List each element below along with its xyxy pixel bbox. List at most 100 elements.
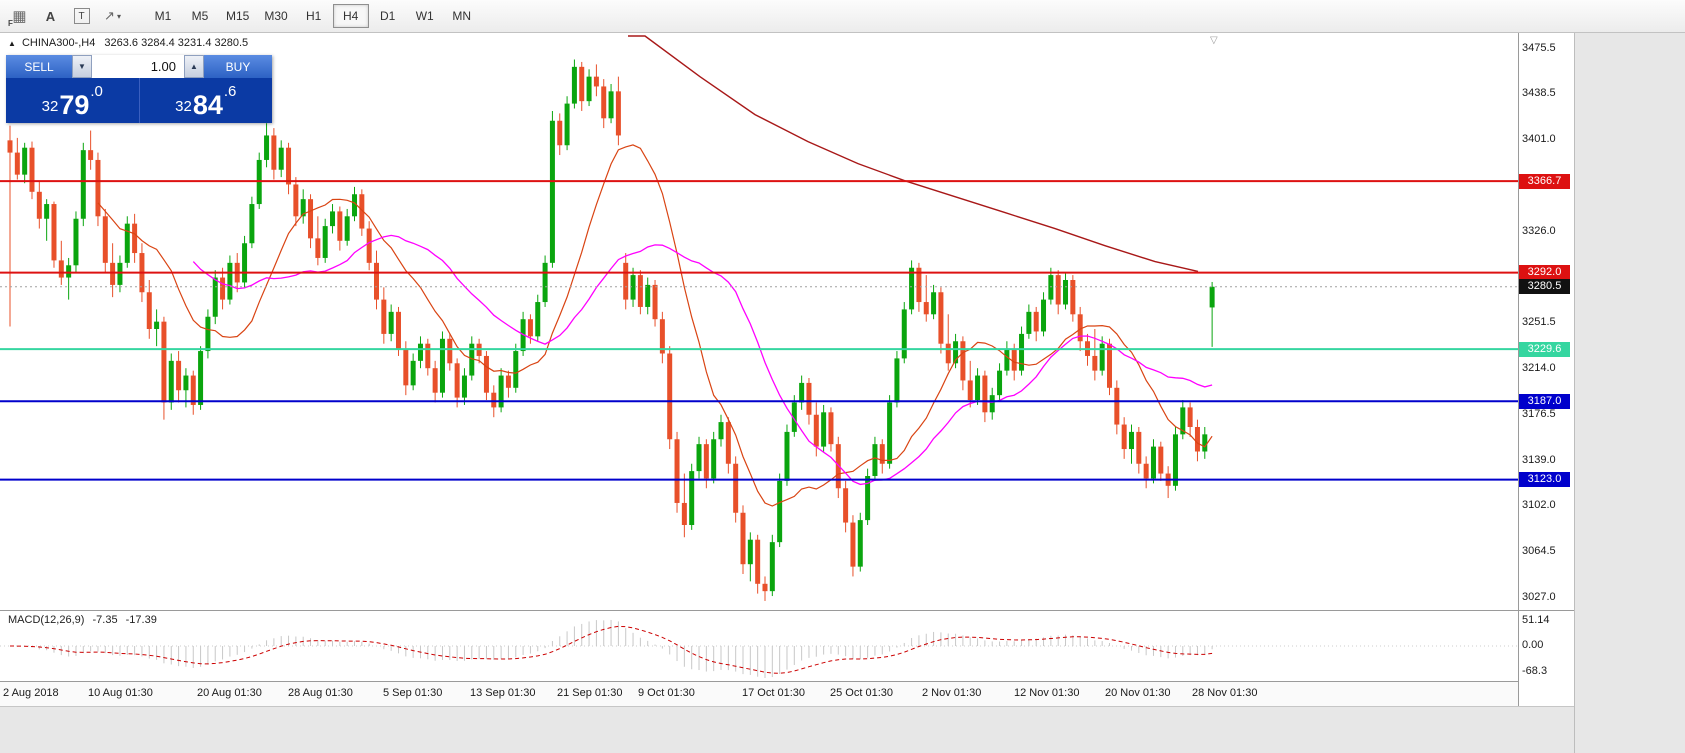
symbol-collapse-icon[interactable]: ▲ <box>8 39 16 48</box>
sell-button[interactable]: SELL <box>6 55 72 78</box>
buy-price-prefix: 32 <box>175 98 192 115</box>
candle <box>1114 387 1120 425</box>
candle <box>1092 355 1098 371</box>
price-axis-tick: 3214.0 <box>1522 362 1556 375</box>
buy-price-big-digits: 84 <box>192 90 223 120</box>
candle <box>483 355 489 393</box>
price-chart-canvas[interactable] <box>0 0 1518 753</box>
price-axis-tick: 3102.0 <box>1522 499 1556 512</box>
candle <box>29 147 35 192</box>
candle <box>637 275 643 307</box>
time-axis-label: 9 Oct 01:30 <box>638 687 695 699</box>
chart-grid-tool-button[interactable]: ▦ F <box>5 3 34 29</box>
text-label-tool-button[interactable]: T <box>67 3 96 29</box>
candle <box>198 351 204 405</box>
volume-down-button[interactable]: ▼ <box>72 55 92 78</box>
time-axis-label: 21 Sep 01:30 <box>557 687 623 699</box>
candle <box>95 159 101 217</box>
candle <box>901 309 907 359</box>
candle <box>344 216 350 241</box>
candle <box>579 66 585 102</box>
candle <box>909 267 915 310</box>
candle <box>652 284 658 320</box>
macd-layer <box>0 619 1518 678</box>
candle <box>1019 333 1025 371</box>
candle <box>88 150 94 160</box>
buy-price-display[interactable]: 32 84 .6 <box>139 78 272 123</box>
chart-shift-marker[interactable]: ▽ <box>1210 35 1218 46</box>
candle <box>931 292 937 315</box>
candle <box>1026 311 1032 334</box>
candle <box>352 194 358 217</box>
timeframe-button-m15[interactable]: M15 <box>226 9 250 23</box>
grid-icon: ▦ <box>12 8 27 25</box>
time-axis-strip[interactable] <box>0 681 1518 706</box>
candle <box>850 522 856 567</box>
candle <box>359 194 365 229</box>
candle <box>403 348 409 386</box>
macd-panel-separator[interactable] <box>0 610 1574 611</box>
candle <box>1194 427 1200 452</box>
candle <box>205 316 211 352</box>
candle <box>132 223 138 254</box>
candle <box>659 319 665 354</box>
timeframe-button-m5[interactable]: M5 <box>191 9 209 23</box>
candle <box>711 439 717 479</box>
shapes-tool-dropdown-button[interactable]: ↗ ▾ <box>98 3 127 29</box>
candle <box>300 199 306 217</box>
candle <box>1055 275 1061 305</box>
candle <box>293 184 299 217</box>
time-axis-label: 20 Aug 01:30 <box>197 687 262 699</box>
candle <box>557 120 563 146</box>
timeframe-button-mn[interactable]: MN <box>452 9 472 23</box>
candle <box>110 262 116 285</box>
candle <box>154 321 160 329</box>
candle <box>286 147 292 185</box>
candle <box>461 375 467 398</box>
candle <box>762 583 768 592</box>
price-axis-tick: 3139.0 <box>1522 454 1556 467</box>
candle <box>997 370 1003 396</box>
candle <box>1143 463 1149 479</box>
candle <box>601 86 607 119</box>
timeframe-button-h4[interactable]: H4 <box>332 4 369 28</box>
candle <box>747 539 753 565</box>
price-axis-pane[interactable] <box>1518 33 1574 706</box>
candle <box>879 444 885 464</box>
time-axis-label: 28 Aug 01:30 <box>288 687 353 699</box>
timeframe-button-w1[interactable]: W1 <box>415 9 434 23</box>
candle <box>439 338 445 393</box>
buy-button[interactable]: BUY <box>204 55 272 78</box>
text-label-icon: T <box>73 8 90 24</box>
timeframe-button-m30[interactable]: M30 <box>264 9 288 23</box>
sell-price-fraction: .0 <box>90 83 103 100</box>
macd-main-value: -7.35 <box>92 614 118 626</box>
candle <box>14 152 20 175</box>
volume-input[interactable] <box>92 55 184 78</box>
volume-up-button[interactable]: ▲ <box>184 55 204 78</box>
candle <box>212 277 218 317</box>
price-level-badge: 3366.7 <box>1519 173 1570 189</box>
candle <box>645 284 651 307</box>
timeframe-button-h1[interactable]: H1 <box>306 9 322 23</box>
candle <box>549 120 555 263</box>
chevron-down-icon: ▾ <box>116 11 121 21</box>
macd-axis-label: 0.00 <box>1522 639 1544 651</box>
candle <box>542 262 548 303</box>
timeframe-button-m1[interactable]: M1 <box>154 9 172 23</box>
sell-price-display[interactable]: 32 79 .0 <box>6 78 139 123</box>
text-annotation-tool-button[interactable]: A <box>36 3 65 29</box>
symbol-ohlc-values: 3263.6 3284.4 3231.4 3280.5 <box>104 37 249 49</box>
candle <box>967 380 973 401</box>
candle <box>564 103 570 146</box>
price-level-badge: 3229.6 <box>1519 341 1570 357</box>
price-level-badge: 3123.0 <box>1519 472 1570 488</box>
price-level-badge: 3187.0 <box>1519 393 1570 409</box>
candle <box>667 353 673 440</box>
candle <box>66 265 72 278</box>
text-a-icon: A <box>45 8 56 24</box>
timeframe-button-d1[interactable]: D1 <box>380 9 396 23</box>
candle <box>630 275 636 300</box>
time-axis-label: 2 Aug 2018 <box>3 687 59 699</box>
